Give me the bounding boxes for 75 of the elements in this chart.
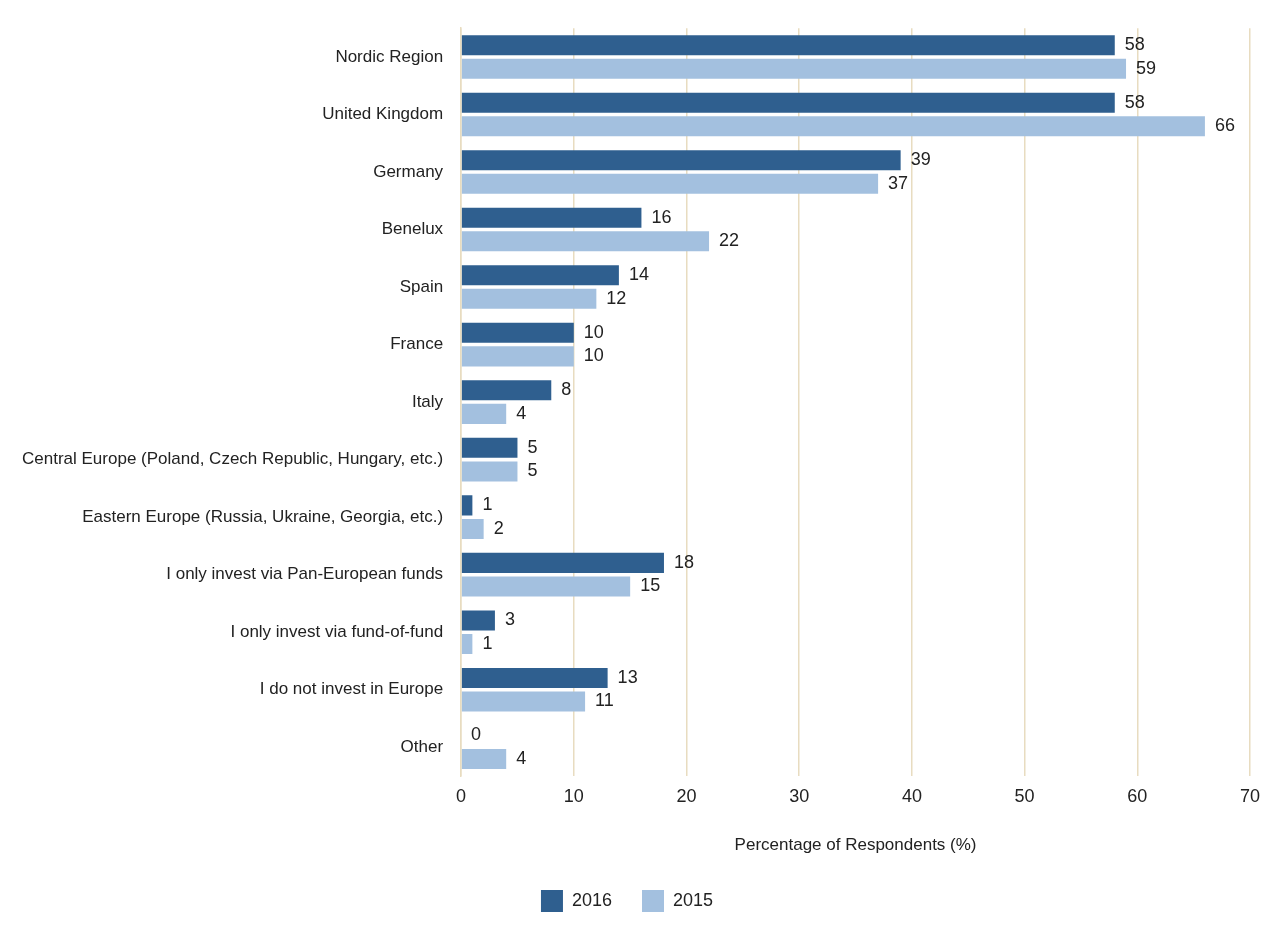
bar (461, 288, 597, 309)
bar (461, 58, 1127, 79)
bar (461, 35, 1115, 56)
bar (461, 403, 507, 424)
bar (461, 749, 507, 770)
bar (461, 633, 473, 655)
data-label: 14 (628, 264, 649, 285)
data-label: 59 (1136, 57, 1157, 78)
bar (461, 207, 642, 228)
y-tick-label: Eastern Europe (Russia, Ukraine, Georgia, etc.) (82, 506, 444, 526)
bar (461, 518, 484, 539)
bar (461, 667, 608, 688)
x-tick-label: 50 (1014, 785, 1035, 806)
y-tick-label: Benelux (381, 219, 444, 239)
data-label: 10 (583, 345, 604, 366)
x-tick-label: 70 (1239, 785, 1261, 806)
data-label: 5 (527, 460, 538, 481)
bar (461, 495, 473, 516)
y-tick-label: I only invest via fund-of-fund (230, 621, 444, 641)
bar (461, 116, 1205, 137)
bar (461, 265, 619, 286)
y-tick-label: Central Europe (Poland, Czech Republic, Hungary, etc.) (21, 449, 444, 469)
data-label: 58 (1124, 91, 1145, 112)
y-tick-label: Italy (411, 391, 444, 411)
bar (461, 576, 631, 597)
x-axis-title: Percentage of Respondents (%) (734, 835, 977, 855)
legend-label: 2016 (571, 889, 612, 910)
y-tick-label: Other (400, 736, 444, 756)
y-tick-label: United Kingdom (322, 104, 444, 124)
legend-label: 2015 (673, 889, 714, 910)
data-label: 8 (561, 379, 572, 400)
y-tick-label: Germany (373, 161, 444, 181)
data-label: 18 (673, 551, 694, 572)
bar (461, 346, 574, 367)
bar (461, 92, 1115, 113)
bar (461, 231, 710, 252)
data-label: 37 (888, 172, 909, 193)
data-label: 10 (583, 321, 604, 342)
data-label: 39 (910, 149, 931, 170)
x-tick-label: 40 (901, 785, 922, 806)
data-label: 22 (719, 230, 740, 251)
data-label: 4 (516, 402, 527, 423)
data-label: 11 (595, 690, 614, 711)
data-label: 12 (606, 287, 627, 308)
y-tick-label: I do not invest in Europe (259, 679, 444, 699)
bar (461, 610, 495, 631)
bar (461, 691, 586, 712)
bar (461, 150, 901, 171)
y-tick-label: France (390, 334, 444, 354)
data-label: 13 (617, 666, 638, 687)
bar (461, 322, 574, 343)
y-tick-label: Spain (399, 276, 444, 296)
bar (461, 380, 552, 401)
x-tick-label: 20 (676, 785, 697, 806)
data-label: 0 (471, 724, 482, 745)
data-label: 2 (493, 517, 504, 538)
x-tick-label: 0 (456, 785, 467, 806)
data-label: 1 (482, 632, 493, 653)
data-label: 3 (504, 609, 515, 630)
y-tick-label: Nordic Region (335, 46, 444, 66)
data-label: 15 (640, 575, 661, 596)
bar (461, 461, 518, 482)
data-label: 58 (1124, 34, 1145, 55)
bar (461, 552, 664, 573)
y-tick-label: I only invest via Pan-European funds (166, 564, 444, 584)
data-label: 16 (651, 206, 672, 227)
x-tick-label: 30 (789, 785, 810, 806)
x-tick-label: 10 (563, 785, 584, 806)
data-label: 5 (527, 436, 538, 457)
bar (461, 173, 879, 194)
bar (461, 437, 518, 458)
data-label: 1 (482, 494, 493, 515)
x-tick-label: 60 (1127, 785, 1148, 806)
data-label: 4 (516, 748, 527, 768)
data-label: 66 (1214, 115, 1235, 136)
